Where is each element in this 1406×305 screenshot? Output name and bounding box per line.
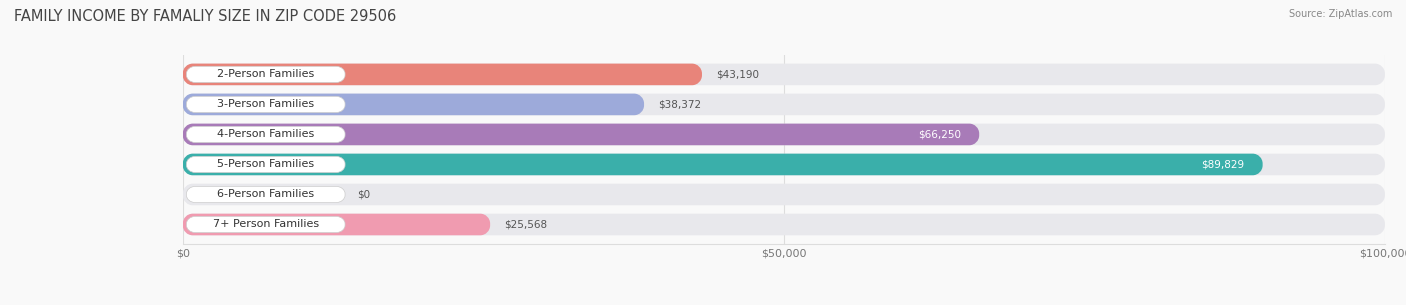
Text: $89,829: $89,829	[1202, 160, 1244, 170]
Text: Source: ZipAtlas.com: Source: ZipAtlas.com	[1288, 9, 1392, 19]
Text: 4-Person Families: 4-Person Families	[217, 129, 315, 139]
Text: 2-Person Families: 2-Person Families	[217, 70, 315, 79]
PathPatch shape	[187, 216, 344, 233]
PathPatch shape	[183, 64, 1385, 85]
PathPatch shape	[187, 126, 344, 142]
Text: $38,372: $38,372	[658, 99, 702, 109]
PathPatch shape	[183, 94, 644, 115]
Text: 6-Person Families: 6-Person Families	[217, 189, 315, 199]
Text: $43,190: $43,190	[717, 70, 759, 79]
PathPatch shape	[187, 156, 344, 173]
Text: $66,250: $66,250	[918, 129, 962, 139]
PathPatch shape	[183, 154, 1385, 175]
PathPatch shape	[187, 96, 344, 113]
Text: 7+ Person Families: 7+ Person Families	[212, 220, 319, 229]
PathPatch shape	[183, 214, 491, 235]
Text: $0: $0	[357, 189, 370, 199]
PathPatch shape	[183, 184, 1385, 205]
Text: 3-Person Families: 3-Person Families	[217, 99, 315, 109]
PathPatch shape	[183, 64, 702, 85]
PathPatch shape	[183, 154, 1263, 175]
PathPatch shape	[187, 66, 344, 83]
Text: FAMILY INCOME BY FAMALIY SIZE IN ZIP CODE 29506: FAMILY INCOME BY FAMALIY SIZE IN ZIP COD…	[14, 9, 396, 24]
PathPatch shape	[183, 124, 1385, 145]
Text: 5-Person Families: 5-Person Families	[217, 160, 315, 170]
Text: $25,568: $25,568	[505, 220, 548, 229]
PathPatch shape	[183, 214, 1385, 235]
PathPatch shape	[183, 124, 979, 145]
PathPatch shape	[183, 94, 1385, 115]
PathPatch shape	[187, 186, 344, 203]
